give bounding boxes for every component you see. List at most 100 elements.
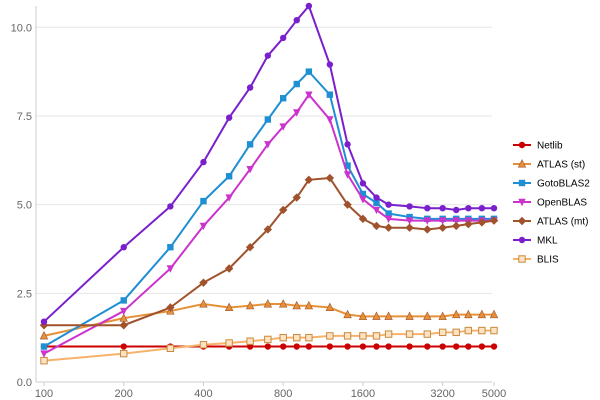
- legend-marker: [518, 141, 526, 149]
- data-point: [343, 200, 352, 209]
- series-line: [43, 302, 494, 337]
- data-point: [326, 91, 334, 98]
- data-point: [279, 95, 287, 102]
- y-tick-label: 2.5: [17, 288, 32, 300]
- data-point: [292, 193, 301, 202]
- data-point: [372, 332, 381, 340]
- legend-marker: [518, 198, 526, 207]
- data-point: [406, 343, 413, 350]
- legend-marker: [517, 159, 527, 168]
- data-point: [423, 225, 432, 234]
- x-tick-label: 1600: [351, 388, 375, 400]
- data-point: [40, 350, 48, 358]
- data-point: [292, 300, 301, 310]
- legend: Netlib ATLAS (st) GotoBLAS2 OpenBLAS ATLAS (…: [513, 141, 590, 266]
- series-line: [43, 5, 494, 323]
- data-point: [326, 332, 334, 340]
- y-tick-label: 10.0: [11, 22, 32, 34]
- data-point: [344, 141, 351, 148]
- data-point: [358, 214, 368, 224]
- data-point: [452, 217, 460, 225]
- x-tick-labels: 100 200 400 800 1600 3200 5000: [35, 388, 506, 400]
- y-tick-label: 5.0: [17, 200, 32, 212]
- data-point: [424, 343, 431, 350]
- data-point: [245, 243, 255, 252]
- x-tick-label: 800: [274, 388, 292, 400]
- data-point: [246, 343, 254, 350]
- data-point: [358, 311, 368, 320]
- data-point: [305, 343, 313, 350]
- data-point: [325, 302, 335, 312]
- data-point: [293, 109, 301, 117]
- legend-entry: ATLAS (st): [513, 159, 585, 171]
- data-point: [438, 217, 447, 225]
- legend-label: BLIS: [537, 255, 559, 266]
- data-point: [246, 84, 254, 91]
- data-point: [423, 330, 432, 338]
- data-point: [120, 244, 127, 251]
- data-point: [465, 343, 472, 350]
- data-point: [385, 201, 392, 208]
- data-point: [166, 265, 175, 273]
- data-point: [343, 171, 352, 179]
- legend-entry: MKL: [513, 236, 558, 247]
- data-point: [264, 52, 272, 59]
- x-tick-label: 100: [35, 388, 53, 400]
- series-atlas-st: [39, 299, 499, 340]
- legend-entry: ATLAS (mt): [513, 217, 588, 228]
- data-point: [246, 337, 254, 345]
- legend-label: OpenBLAS: [537, 198, 587, 209]
- data-point: [325, 173, 335, 183]
- data-point: [167, 203, 174, 210]
- data-point: [225, 339, 233, 347]
- data-point: [359, 343, 367, 350]
- x-tick-label: 200: [115, 388, 133, 400]
- data-point: [279, 343, 287, 350]
- data-point: [245, 300, 255, 310]
- data-point: [439, 204, 446, 212]
- data-point: [40, 343, 48, 350]
- data-point: [199, 222, 208, 231]
- y-tick-label: 0.0: [17, 377, 32, 389]
- data-point: [326, 343, 334, 350]
- legend-label: ATLAS (st): [537, 160, 585, 171]
- data-point: [372, 311, 381, 320]
- series-line: [43, 329, 494, 362]
- x-tick-label: 3200: [430, 388, 454, 400]
- gridlines: [36, 26, 492, 294]
- data-point: [464, 326, 473, 335]
- data-point: [372, 206, 381, 215]
- data-point: [293, 16, 300, 24]
- data-point: [167, 244, 174, 251]
- series-line: [43, 70, 494, 348]
- data-point: [405, 217, 414, 225]
- data-point: [305, 2, 313, 10]
- data-point: [423, 217, 432, 225]
- legend-marker: [517, 216, 527, 226]
- data-point: [385, 210, 392, 217]
- data-point: [279, 123, 287, 131]
- data-point: [40, 357, 48, 365]
- data-point: [405, 311, 414, 320]
- data-point: [263, 299, 273, 308]
- data-point: [225, 194, 233, 202]
- data-point: [225, 173, 233, 180]
- y-tick-labels: 0.0 2.5 5.0 7.5 10.0: [11, 22, 32, 389]
- data-point: [438, 311, 447, 320]
- data-point: [453, 206, 460, 214]
- data-point: [199, 341, 208, 349]
- data-point: [279, 299, 288, 308]
- legend-entry: OpenBLAS: [513, 198, 587, 209]
- data-point: [246, 141, 254, 148]
- data-point: [452, 221, 461, 231]
- data-point: [305, 68, 313, 75]
- series-lines: [39, 2, 499, 365]
- data-point: [263, 225, 273, 234]
- data-point: [385, 343, 392, 350]
- data-point: [120, 307, 128, 316]
- data-point: [384, 330, 393, 338]
- data-point: [424, 204, 431, 212]
- data-point: [478, 204, 486, 212]
- data-point: [452, 309, 461, 319]
